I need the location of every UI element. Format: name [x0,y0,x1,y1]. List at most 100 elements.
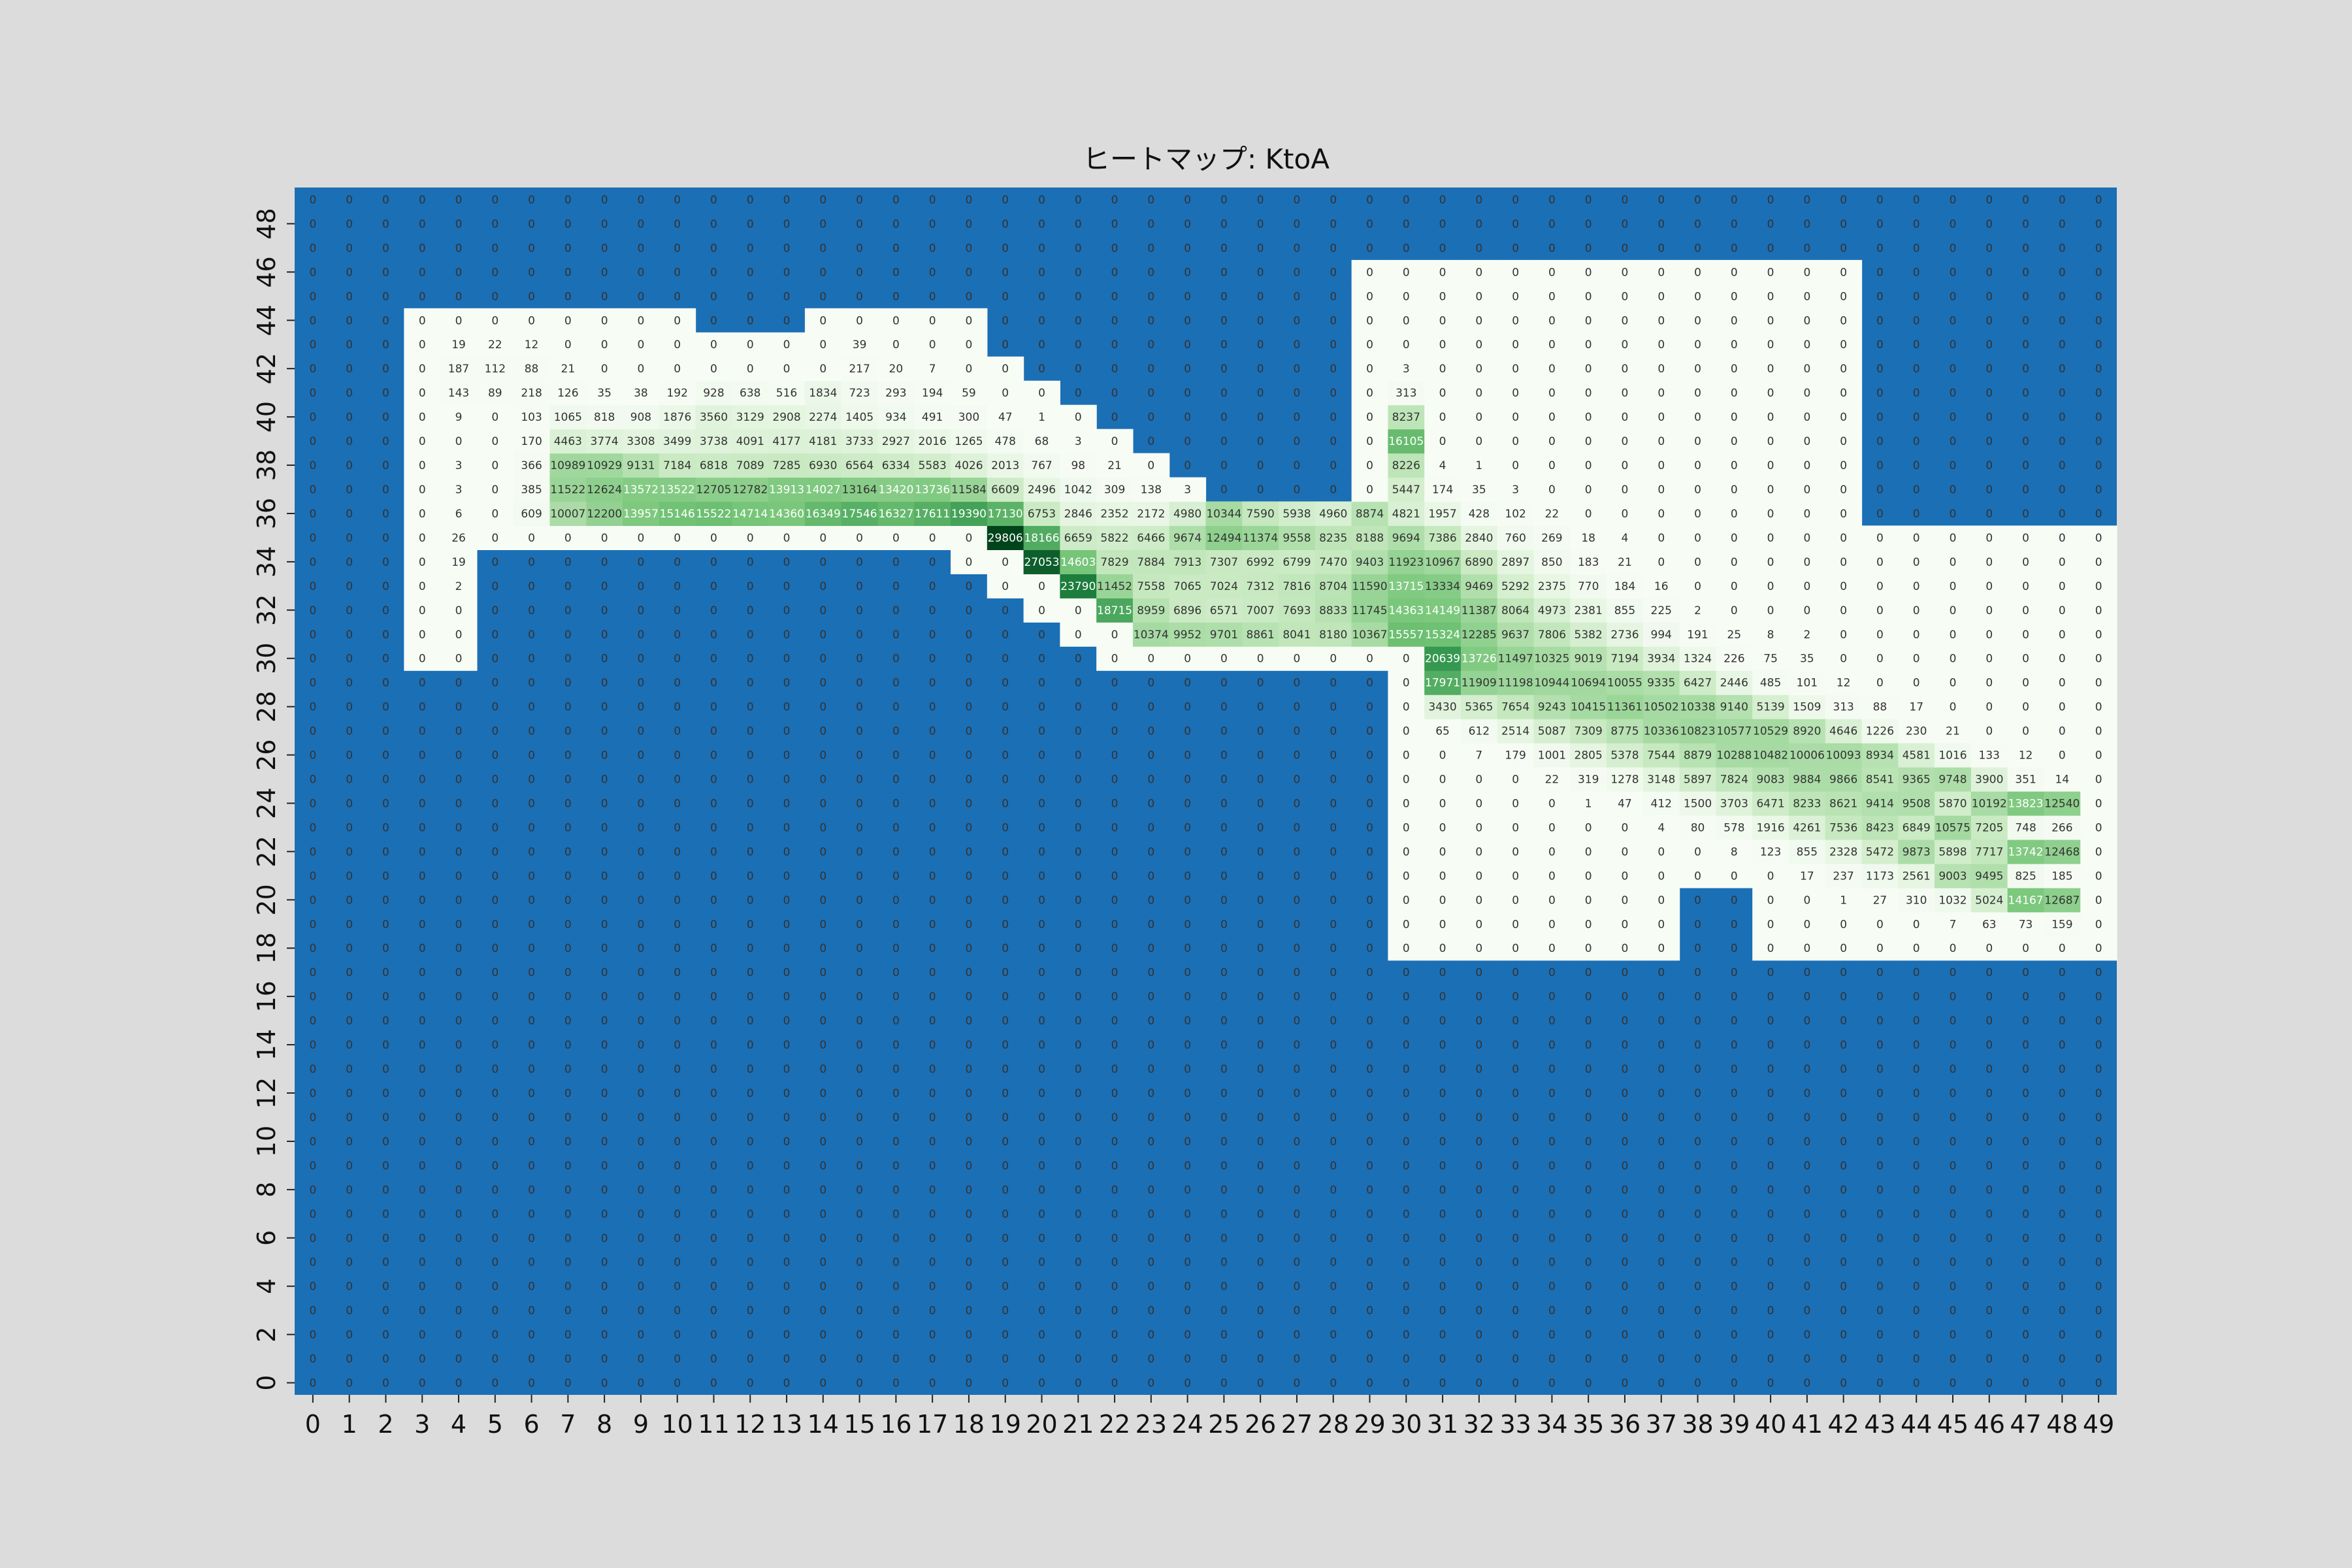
cell-label: 0 [783,242,791,255]
cell-label: 0 [710,966,717,979]
heatmap-cell [1679,694,1717,719]
cell-label: 0 [710,604,717,617]
cell-label: 0 [1548,411,1556,424]
cell-label: 0 [1147,338,1154,351]
heatmap-cell [1169,525,1207,550]
cell-label: 0 [710,894,717,907]
cell-label: 0 [1585,1281,1592,1294]
cell-label: 0 [747,870,754,883]
cell-label: 0 [528,532,535,545]
heatmap-cell [1825,477,1863,502]
cell-label: 0 [1111,1256,1119,1269]
cell-label: 0 [1111,1063,1119,1076]
cell-label: 0 [1985,483,1993,497]
cell-label: 770 [1578,580,1599,593]
cell-label: 0 [1731,1281,1738,1294]
cell-label: 0 [1257,1232,1264,1245]
cell-label: 0 [1257,363,1264,376]
cell-label: 0 [1403,314,1410,327]
cell-label: 11452 [1097,580,1132,593]
cell-label: 0 [1111,1353,1119,1366]
cell-label: 0 [674,1329,681,1342]
cell-label: 0 [564,604,572,617]
cell-label: 225 [1651,604,1672,617]
heatmap-cell [1570,598,1607,623]
heatmap-cell [1533,670,1571,695]
cell-label: 0 [346,821,353,834]
heatmap-cell [1716,259,1753,285]
cell-label: 0 [382,894,389,907]
cell-label: 0 [419,1232,426,1245]
cell-label: 0 [1658,1305,1665,1318]
cell-label: 0 [1294,653,1301,666]
cell-label: 0 [2022,1305,2029,1318]
cell-label: 0 [747,990,754,1004]
cell-label: 14027 [806,483,841,497]
cell-label: 0 [1658,1039,1665,1052]
cell-label: 0 [1585,266,1592,279]
cell-label: 19 [451,556,466,569]
cell-label: 0 [2095,387,2102,400]
heatmap-cell [1935,670,1972,695]
cell-label: 0 [710,1039,717,1052]
cell-label: 0 [2022,483,2029,497]
cell-label: 0 [564,1063,572,1076]
heatmap-cell [1460,501,1498,527]
cell-label: 0 [1731,990,1738,1004]
cell-label: 0 [309,532,316,545]
cell-label: 0 [1330,677,1337,690]
cell-label: 3774 [590,435,618,448]
cell-label: 0 [1876,1160,1884,1173]
cell-label: 0 [346,556,353,569]
heatmap-cell [1716,308,1753,333]
heatmap-cell [1642,598,1680,623]
cell-label: 0 [1658,338,1665,351]
cell-label: 0 [1585,363,1592,376]
cell-label: 16327 [878,508,913,521]
cell-label: 0 [1257,1377,1264,1390]
heatmap-cell [768,525,806,550]
heatmap-cell [1205,525,1243,550]
cell-label: 10944 [1534,677,1569,690]
cell-label: 0 [856,725,863,738]
cell-label: 0 [1184,1015,1191,1028]
cell-label: 0 [309,845,316,858]
cell-label: 0 [491,701,498,714]
heatmap-cell [1570,767,1607,792]
cell-label: 0 [419,1353,426,1366]
heatmap-cell [1642,429,1680,454]
cell-label: 12624 [587,483,622,497]
heatmap-cell [1460,791,1498,816]
cell-label: 0 [1950,1232,1957,1245]
y-tick-label: 0 [252,1375,281,1390]
cell-label: 0 [564,1111,572,1124]
cell-label: 0 [1731,387,1738,400]
cell-label: 0 [710,1377,717,1390]
cell-label: 0 [382,701,389,714]
cell-label: 0 [710,193,717,206]
heatmap-cell [1898,791,1935,816]
cell-label: 0 [1184,193,1191,206]
cell-label: 0 [1694,218,1701,231]
cell-label: 194 [922,387,943,400]
cell-label: 0 [892,701,900,714]
cell-label: 0 [1585,1232,1592,1245]
cell-label: 0 [1876,363,1884,376]
heatmap-cell [1388,911,1425,937]
cell-label: 0 [747,845,754,858]
cell-label: 0 [1731,193,1738,206]
cell-label: 6471 [1756,797,1784,810]
cell-label: 0 [2022,1063,2029,1076]
cell-label: 0 [528,1256,535,1269]
heatmap-cell [2080,839,2117,864]
cell-label: 13572 [623,483,659,497]
heatmap-cell [549,525,587,550]
heatmap-cell [1424,743,1462,768]
heatmap-cell [1607,767,1644,792]
cell-label: 0 [1913,218,1920,231]
heatmap-cell [549,501,587,527]
cell-label: 0 [892,1329,900,1342]
heatmap-cell [586,477,623,502]
cell-label: 0 [419,821,426,834]
cell-label: 0 [1767,338,1774,351]
